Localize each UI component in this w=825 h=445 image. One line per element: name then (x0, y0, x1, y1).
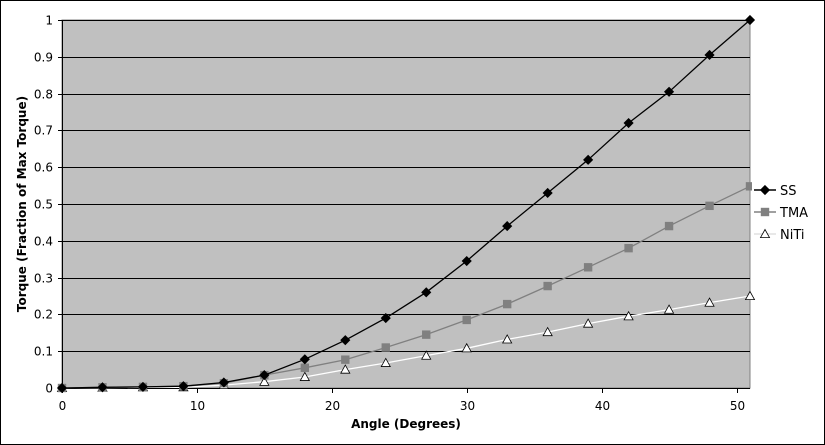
y-tick-label: 0.1 (34, 345, 53, 359)
series-line-ss (61, 19, 751, 389)
y-tick-label: 0.3 (34, 272, 53, 286)
data-point-tma (502, 299, 512, 309)
data-point-niti (501, 334, 513, 344)
x-tick-label: 0 (59, 399, 67, 413)
data-point-ss (259, 370, 270, 381)
y-tick-label: 0.8 (34, 88, 53, 102)
data-point-tma (381, 343, 390, 352)
x-tick-label: 30 (460, 399, 475, 413)
data-point-ss (623, 117, 634, 129)
data-point-ss (56, 382, 68, 394)
data-point-tma (341, 355, 350, 364)
y-tick-label: 0.7 (34, 124, 53, 138)
data-point-niti (259, 376, 270, 386)
data-point-tma (624, 243, 633, 253)
legend-label-tma: TMA (779, 206, 808, 221)
y-tick-label: 0.2 (34, 308, 53, 322)
data-point-niti (663, 304, 675, 314)
data-point-tma (462, 315, 471, 325)
data-point-ss (461, 255, 472, 267)
series-ss (56, 14, 756, 394)
data-point-ss (380, 313, 391, 324)
data-point-ss (583, 154, 594, 165)
legend-marker-niti (759, 228, 771, 239)
y-tick-label: 0.9 (34, 51, 53, 65)
legend-label-niti: NiTi (780, 228, 805, 243)
data-point-ss (299, 354, 310, 365)
data-point-tma (583, 263, 593, 272)
y-tick-label: 1 (45, 14, 53, 28)
data-point-ss (704, 49, 715, 61)
data-point-tma (300, 363, 310, 372)
data-point-ss (218, 377, 229, 388)
data-point-ss (178, 381, 189, 392)
y-axis-title: Torque (Fraction of Max Torque) (15, 96, 29, 312)
y-tick-label: 0.6 (34, 161, 53, 175)
series-group (56, 14, 756, 394)
plot-area (61, 19, 751, 389)
x-tick-label: 50 (730, 399, 745, 413)
x-tick-label: 10 (190, 399, 205, 413)
data-point-niti (299, 371, 311, 381)
data-point-niti (461, 342, 472, 353)
data-point-ss (663, 86, 675, 97)
legend-marker-ss (759, 184, 771, 196)
data-point-ss (340, 335, 351, 346)
data-point-ss (542, 187, 553, 199)
data-point-ss (137, 381, 149, 392)
data-point-tma (543, 281, 552, 291)
x-tick-label: 40 (595, 399, 610, 413)
data-point-niti (340, 364, 351, 374)
data-point-tma (664, 221, 674, 231)
data-point-niti (582, 318, 594, 328)
data-point-ss (502, 221, 513, 232)
y-tick-label: 0 (45, 382, 53, 396)
axes: 00.10.20.30.40.50.60.70.80.910 10 20 30 40 50 (34, 14, 750, 413)
data-point-niti (542, 326, 553, 337)
data-point-tma (705, 201, 714, 211)
x-tick-label: 20 (325, 399, 340, 413)
data-point-ss (421, 287, 432, 298)
series-line-niti (61, 295, 751, 389)
data-point-niti (623, 310, 634, 321)
data-point-ss (744, 14, 756, 26)
y-tick-label: 0.5 (34, 198, 53, 212)
legend-label-ss: SS (780, 184, 797, 199)
x-axis-title: Angle (Degrees) (351, 417, 461, 431)
legend: SS TMA NiTi (752, 173, 820, 245)
data-point-niti (380, 357, 391, 367)
data-point-niti (744, 290, 756, 301)
data-point-niti (421, 350, 432, 360)
data-point-ss (97, 382, 108, 393)
y-tick-label: 0.4 (34, 235, 53, 249)
data-point-niti (704, 297, 715, 307)
legend-marker-tma (760, 207, 770, 217)
data-point-tma (422, 330, 431, 339)
